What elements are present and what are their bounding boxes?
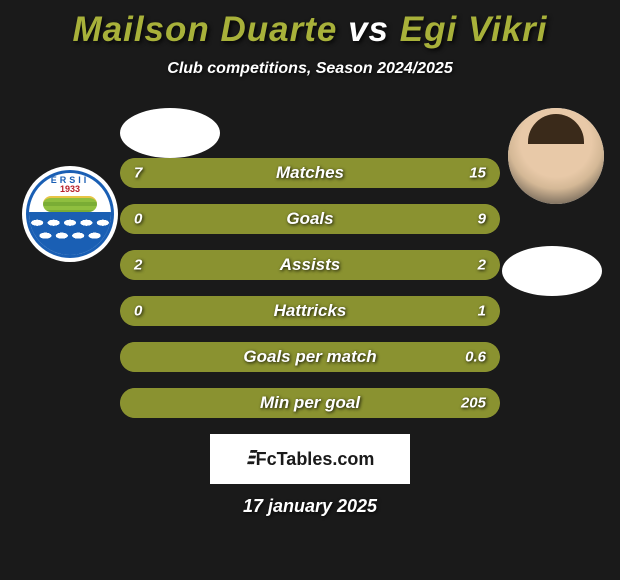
vs-text: vs xyxy=(348,10,389,49)
stat-row: Goals 0 9 xyxy=(120,204,500,234)
stat-value-right: 9 xyxy=(478,211,486,228)
stat-value-right: 1 xyxy=(478,303,486,320)
stat-label: Goals per match xyxy=(243,347,376,367)
comparison-card: Mailson Duarte vs Egi Vikri Club competi… xyxy=(0,0,620,517)
badge-year: 1933 xyxy=(60,184,80,194)
stat-row: Matches 7 15 xyxy=(120,158,500,188)
stat-label: Goals xyxy=(286,209,333,229)
stat-label: Assists xyxy=(280,255,340,275)
club-badge-icon: ERSII 1933 xyxy=(26,170,114,258)
branding-chart-icon: ⫶⫶⫶ xyxy=(246,448,252,471)
player-right-name: Egi Vikri xyxy=(400,10,548,49)
stat-row: Min per goal 205 xyxy=(120,388,500,418)
player-left-name: Mailson Duarte xyxy=(72,10,337,49)
stat-label: Min per goal xyxy=(260,393,360,413)
snapshot-date: 17 january 2025 xyxy=(0,496,620,517)
player-left-avatar-placeholder xyxy=(120,108,220,158)
stat-rows: Matches 7 15 Goals 0 9 Assists 2 2 Hattricks 0 1 Goa… xyxy=(120,158,500,418)
stat-row: Assists 2 2 xyxy=(120,250,500,280)
stat-fill-left xyxy=(120,388,131,418)
stat-fill-left xyxy=(120,342,131,372)
player-left-club-badge: ERSII 1933 xyxy=(22,166,118,262)
player-right-face-icon xyxy=(508,108,604,204)
subtitle: Club competitions, Season 2024/2025 xyxy=(0,60,620,78)
badge-waves-icon xyxy=(29,212,111,255)
page-title: Mailson Duarte vs Egi Vikri xyxy=(0,10,620,50)
branding-text: FcTables.com xyxy=(256,449,375,470)
stat-row: Hattricks 0 1 xyxy=(120,296,500,326)
stat-value-right: 15 xyxy=(469,165,486,182)
stat-value-right: 205 xyxy=(461,395,486,412)
stats-area: ERSII 1933 Matches 7 15 Goals 0 9 Assists 2 2 Hat… xyxy=(0,108,620,418)
stat-value-right: 2 xyxy=(478,257,486,274)
stat-label: Matches xyxy=(276,163,344,183)
branding-badge: ⫶⫶⫶ FcTables.com xyxy=(210,434,410,484)
stat-value-left: 0 xyxy=(134,303,142,320)
stat-value-left: 7 xyxy=(134,165,142,182)
player-right-avatar xyxy=(508,108,604,204)
stat-value-right: 0.6 xyxy=(465,349,486,366)
stat-label: Hattricks xyxy=(274,301,347,321)
stat-row: Goals per match 0.6 xyxy=(120,342,500,372)
player-right-club-badge-placeholder xyxy=(502,246,602,296)
badge-field-icon xyxy=(43,196,97,212)
stat-value-left: 0 xyxy=(134,211,142,228)
stat-fill-left xyxy=(120,204,135,234)
stat-value-left: 2 xyxy=(134,257,142,274)
